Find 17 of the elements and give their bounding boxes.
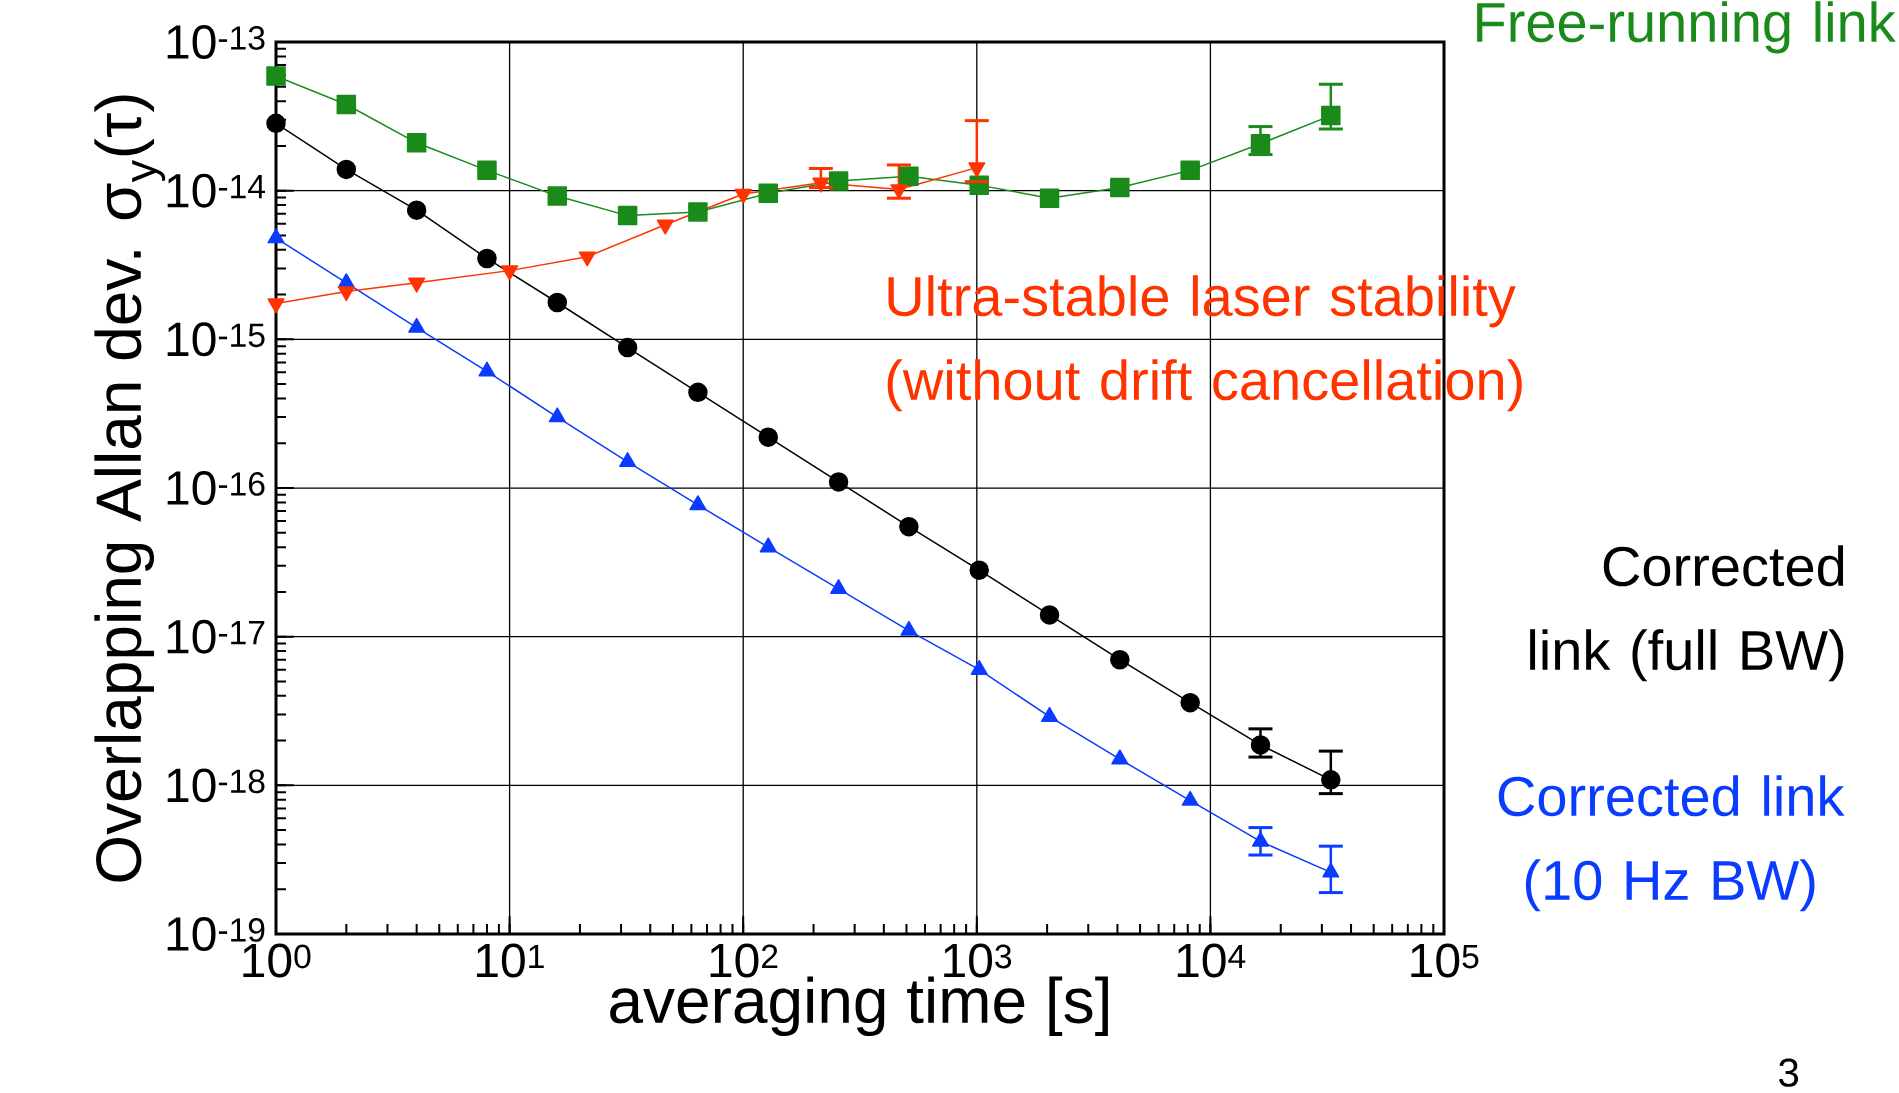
- y-tick-label: 10$^{-18}$: [167, 768, 265, 803]
- y-tick-label: 10$^{-17}$: [167, 619, 265, 654]
- x-tick-label: 10$^{3}$: [944, 943, 1012, 978]
- x-tick-label: 10$^{5}$: [1411, 943, 1479, 978]
- x-tick-label: 10$^{2}$: [710, 943, 778, 978]
- y-tick-label: 10$^{-14}$: [167, 173, 265, 208]
- text: 3: [1779, 1058, 1799, 1087]
- y-axis-title: Overlapping Allan dev. σ$_{y}$(τ): [94, 95, 166, 882]
- text: Corrected link (10 Hz BW): [1498, 775, 1845, 912]
- x-tick-label: 10$^{1}$: [476, 943, 544, 978]
- text: Free-running link: [1477, 1, 1896, 54]
- y-tick-label: 10$^{-15}$: [167, 322, 265, 357]
- x-tick-label: 10$^{4}$: [1177, 943, 1246, 978]
- x-axis-title: averaging time [s]: [610, 976, 1108, 1037]
- text: Corrected link (full BW): [1530, 545, 1844, 682]
- y-tick-label: 10$^{-13}$: [167, 25, 265, 60]
- y-tick-label: 10$^{-16}$: [167, 471, 265, 506]
